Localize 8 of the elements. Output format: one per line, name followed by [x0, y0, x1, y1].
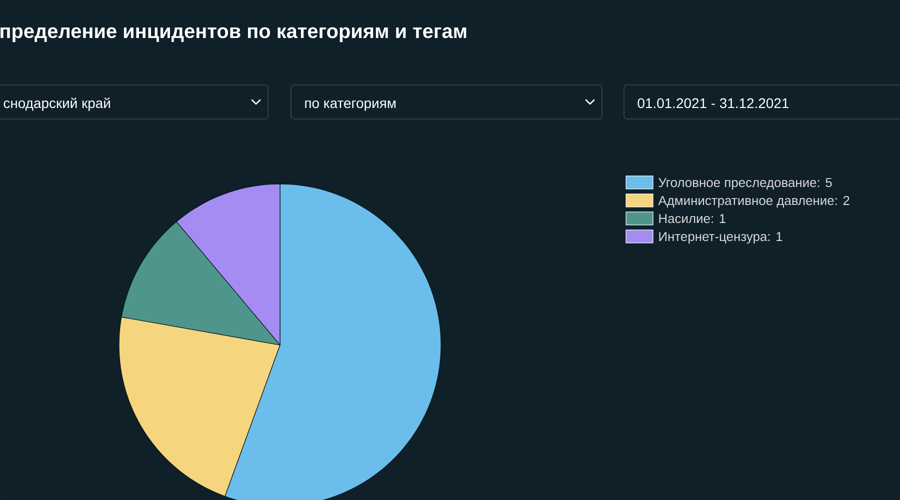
text: 01.01.2021 - 31.12.2021 [638, 98, 788, 108]
legend-label: Административное давление: 2 [658, 196, 850, 208]
chart-title: пределение инцидентов по категориям и тегам [0, 27, 466, 42]
legend-label: Интернет-цензура: 1 [659, 232, 782, 244]
legend-label: Уголовное преследование: 5 [658, 178, 832, 190]
text: по категориям [305, 100, 396, 111]
legend-label: Насилие: 1 [659, 214, 726, 224]
text: снодарский край [4, 98, 110, 111]
